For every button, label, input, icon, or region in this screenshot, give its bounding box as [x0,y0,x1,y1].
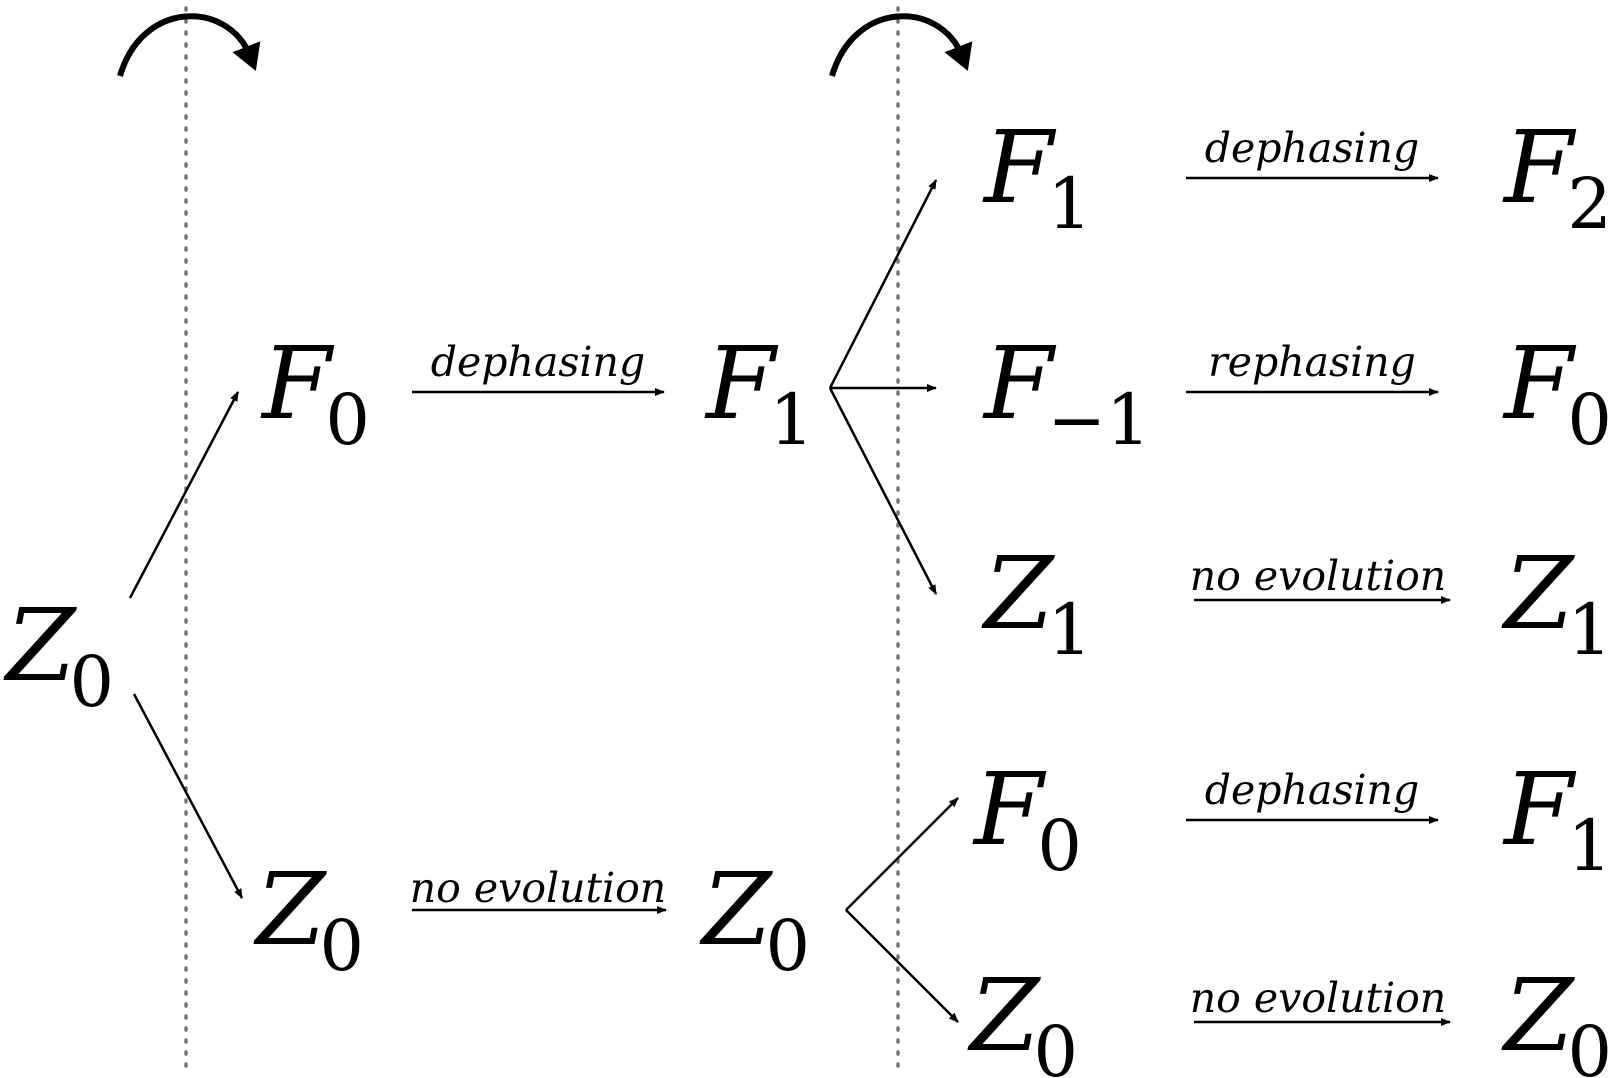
node-f1-stage3: F1 [984,109,1092,245]
node-z1-stage3: Z1 [984,535,1093,671]
rotation-arrow-2 [829,13,973,77]
node-f1-stage2: F1 [706,325,814,461]
node-z1-stage4: Z1 [1504,535,1613,671]
rotation-arrow-1 [117,13,261,77]
node-f1-stage4: F1 [1504,751,1612,887]
node-f0-stage3: F0 [974,751,1082,887]
branch-f1-to-z1 [828,387,938,595]
node-z0-stage3: Z0 [970,957,1079,1078]
edge-label-dephasing-2: dephasing [1204,124,1420,172]
branch-root-to-f0 [128,391,240,599]
node-z0-stage1: Z0 [256,851,365,987]
node-z0-stage2: Z0 [702,851,811,987]
branch-f1-to-f1 [828,179,938,389]
branch-z0-to-z0 [845,909,959,1023]
branch-z0-to-f0 [845,797,959,911]
node-z0-stage4: Z0 [1504,957,1613,1078]
edge-label-dephasing-1: dephasing [430,338,646,386]
edge-label-dephasing-3: dephasing [1204,766,1420,814]
node-root-z0: Z0 [6,587,115,723]
edge-label-no-evolution-1: no evolution [409,864,667,912]
node-f0-stage4: F0 [1504,325,1612,461]
node-f2-stage4: F2 [1504,109,1612,245]
branch-root-to-z0 [132,693,244,899]
edge-label-no-evolution-3: no evolution [1189,974,1447,1022]
node-f0: F0 [262,325,370,461]
node-fm1-stage3: F−1 [984,325,1151,461]
edge-label-rephasing: rephasing [1208,338,1416,386]
edge-label-no-evolution-2: no evolution [1189,552,1447,600]
